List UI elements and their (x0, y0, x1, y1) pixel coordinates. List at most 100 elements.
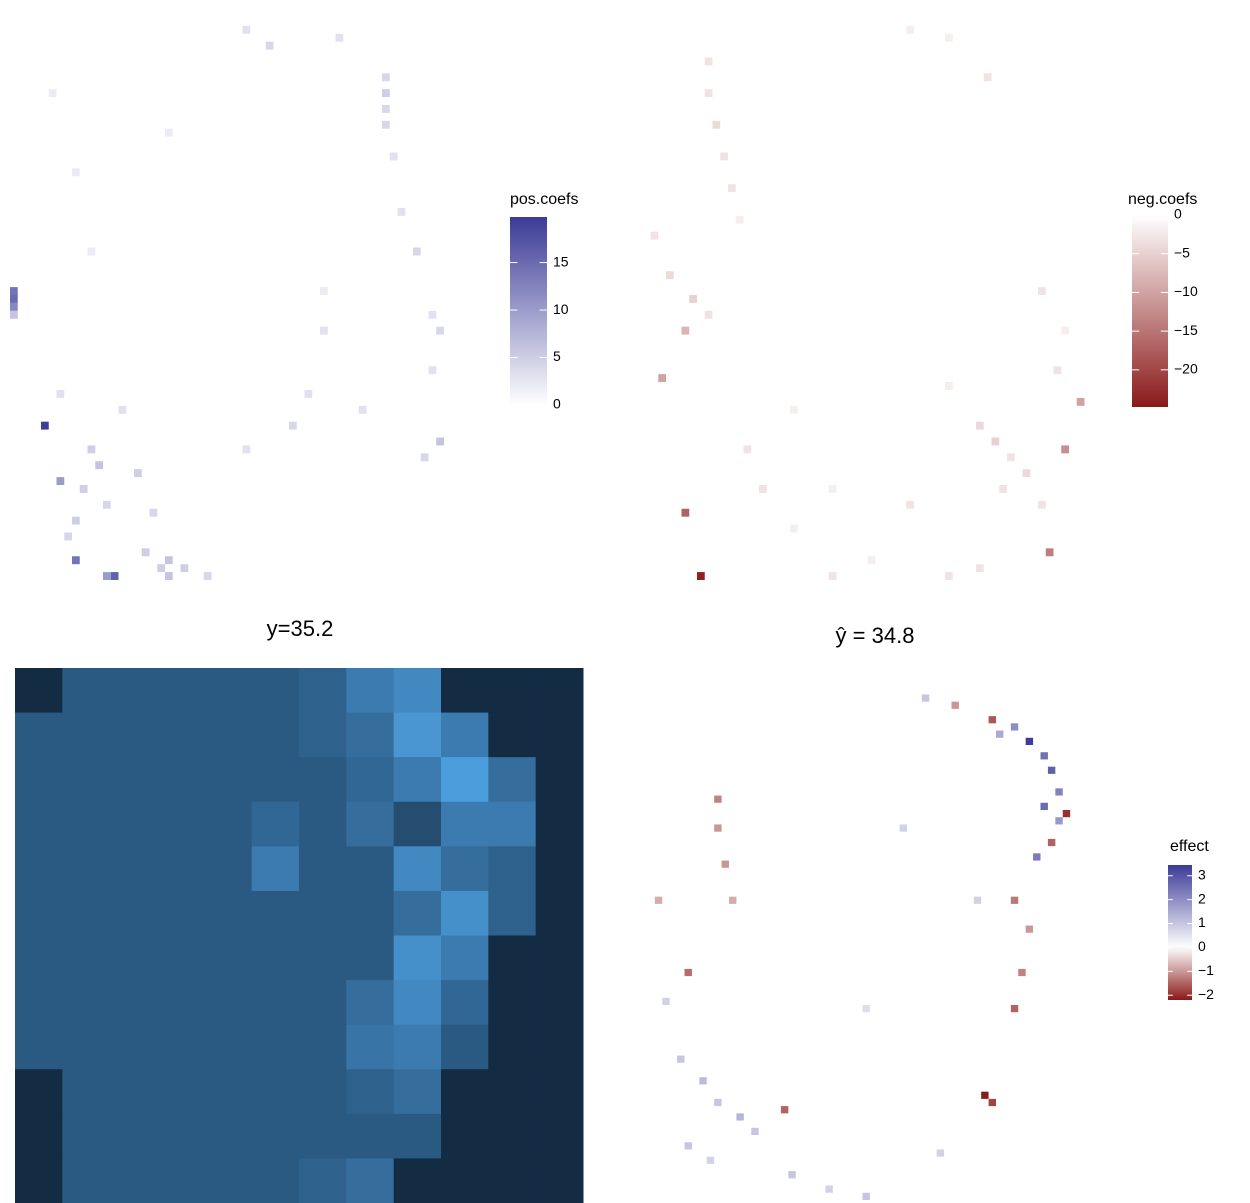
raster-cell (15, 846, 63, 891)
raster-cell (252, 980, 300, 1025)
raster-cell (536, 713, 584, 758)
heat-cell (697, 572, 705, 580)
heat-cell (952, 702, 959, 709)
colorbar-label: 2 (1198, 890, 1206, 906)
heat-cell (1046, 548, 1054, 556)
raster-cell (252, 757, 300, 802)
heat-cell (165, 572, 173, 580)
raster-cell (299, 713, 347, 758)
raster-cell (441, 1114, 489, 1159)
heat-cell (714, 1099, 721, 1106)
raster-cell (536, 668, 584, 713)
colorbar (1132, 215, 1168, 407)
raster-cell (15, 1114, 63, 1159)
raster-cell (157, 1158, 205, 1203)
raster-cell (441, 936, 489, 981)
heat-cell (829, 572, 837, 580)
heat-cell (781, 1106, 788, 1113)
heat-cell (305, 390, 313, 398)
heat-cell (1026, 926, 1033, 933)
heat-cell (165, 129, 173, 137)
raster-cell (252, 936, 300, 981)
heat-cell (974, 897, 981, 904)
heat-cell (382, 89, 390, 97)
colorbar-label: 1 (1198, 914, 1206, 930)
raster-cell (110, 802, 158, 847)
raster-cell (299, 1025, 347, 1070)
raster-cell (157, 980, 205, 1025)
heat-cell (863, 1005, 870, 1012)
raster-cell (488, 891, 536, 936)
heat-cell (165, 556, 173, 564)
heat-cell (699, 1077, 706, 1084)
raster-cell (299, 802, 347, 847)
heat-cell (436, 438, 444, 446)
raster-cell (15, 1025, 63, 1070)
heat-cell (906, 26, 914, 34)
heat-cell (1048, 839, 1055, 846)
heat-cell (996, 731, 1003, 738)
raster-cell (346, 1114, 394, 1159)
heat-cell (900, 824, 907, 831)
raster-cell (394, 936, 442, 981)
colorbar-label: 10 (553, 301, 569, 317)
heat-cell (243, 26, 251, 34)
raster-cell (15, 1158, 63, 1203)
raster-cell (536, 846, 584, 891)
raster-cell (488, 802, 536, 847)
heat-cell (1011, 723, 1018, 730)
heat-cell (736, 216, 744, 224)
figure: pos.coefs051015neg.coefs0−5−10−15−20y=35… (0, 0, 1250, 1203)
heat-cell (88, 445, 96, 453)
heat-cell (1061, 445, 1069, 453)
raster-cell (157, 668, 205, 713)
heat-cell (1063, 810, 1070, 817)
raster-cell (441, 757, 489, 802)
heat-cell (992, 438, 1000, 446)
raster-cell (204, 936, 252, 981)
raster-cell (536, 757, 584, 802)
heat-cell (157, 564, 165, 572)
raster-cell (299, 757, 347, 802)
heat-cell (1007, 453, 1015, 461)
raster-cell (157, 757, 205, 802)
raster-cell (110, 980, 158, 1025)
heat-cell (49, 89, 57, 97)
raster-cell (394, 668, 442, 713)
heat-cell (1023, 469, 1031, 477)
raster-cell (110, 668, 158, 713)
heat-cell (788, 1171, 795, 1178)
raster-cell (110, 1025, 158, 1070)
raster-cell (394, 980, 442, 1025)
raster-cell (62, 713, 110, 758)
heat-cell (243, 445, 251, 453)
raster-cell (62, 891, 110, 936)
raster-cell (346, 980, 394, 1025)
panel-title: y=35.2 (267, 616, 334, 641)
heat-cell (945, 34, 953, 42)
raster-cell (394, 1069, 442, 1114)
raster-cell (299, 1158, 347, 1203)
heat-cell (436, 327, 444, 335)
heat-cell (10, 295, 18, 303)
heat-cell (989, 716, 996, 723)
raster-cell (299, 936, 347, 981)
heat-cell (382, 105, 390, 113)
raster-cell (441, 802, 489, 847)
heat-cell (150, 509, 158, 517)
heat-cell (429, 311, 437, 319)
raster-cell (536, 891, 584, 936)
raster-cell (252, 802, 300, 847)
heat-cell (981, 1092, 988, 1099)
raster-cell (204, 891, 252, 936)
heat-cell (685, 1142, 692, 1149)
raster-cell (62, 1114, 110, 1159)
raster-cell (536, 1158, 584, 1203)
raster-cell (157, 846, 205, 891)
raster-cell (204, 757, 252, 802)
raster-cell (204, 802, 252, 847)
heat-cell (1018, 969, 1025, 976)
raster-cell (252, 668, 300, 713)
heat-cell (1055, 788, 1062, 795)
raster-cell (394, 802, 442, 847)
